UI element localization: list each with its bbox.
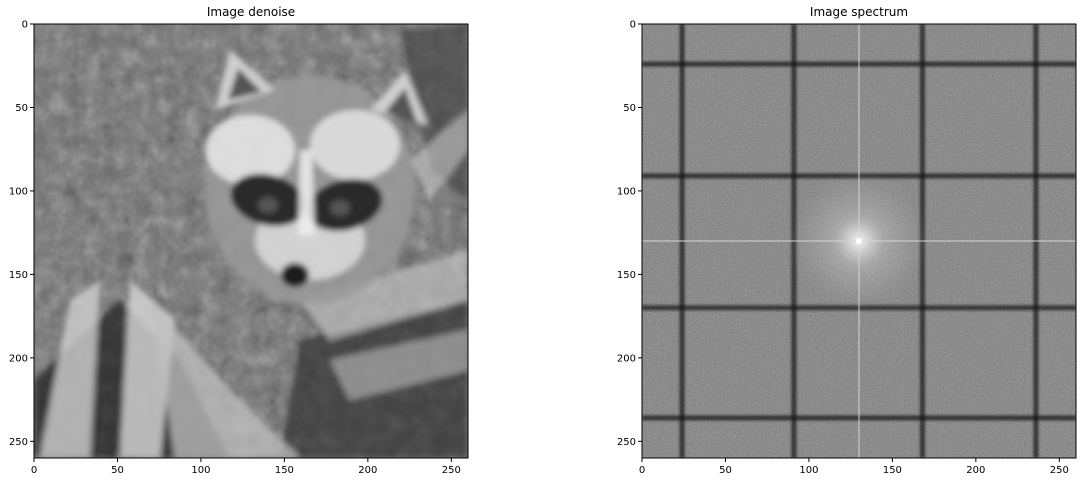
spectrum-center-peak — [856, 238, 862, 244]
spectrum-xtick-label: 200 — [966, 465, 985, 476]
spectrum-xtick-label: 0 — [639, 465, 645, 476]
spectrum-xtick-label: 150 — [883, 465, 902, 476]
denoise-xtick-label: 250 — [442, 465, 461, 476]
denoise-frame — [33, 23, 469, 459]
spectrum-ytick-label: 250 — [617, 437, 636, 448]
spectrum-ytick-label: 100 — [617, 186, 636, 197]
denoise-title: Image denoise — [207, 5, 295, 19]
spectrum-xtick-label: 250 — [1050, 465, 1069, 476]
denoise-ytick-label: 50 — [15, 103, 28, 114]
denoise-axes: 0 50 100 150 200 250 0 50 100 150 200 250 — [9, 20, 461, 477]
denoise-ytick-label: 0 — [22, 20, 28, 31]
denoise-xtick-label: 150 — [275, 465, 294, 476]
spectrum-ytick-label: 50 — [623, 103, 636, 114]
spectrum-axes: 0 50 100 150 200 250 0 50 100 150 200 250 — [617, 20, 1069, 477]
spectrum-frame — [641, 23, 1077, 459]
spectrum-title: Image spectrum — [810, 5, 908, 19]
spectrum-xtick-label: 50 — [719, 465, 732, 476]
denoise-xtick-label: 200 — [358, 465, 377, 476]
denoise-xtick-label: 50 — [111, 465, 124, 476]
spectrum-ytick-label: 200 — [617, 353, 636, 364]
denoise-ytick-label: 100 — [9, 186, 28, 197]
spectrum-xtick-label: 100 — [799, 465, 818, 476]
denoise-xtick-label: 100 — [191, 465, 210, 476]
spectrum-ytick-label: 0 — [630, 20, 636, 31]
spectrum-panel: Image spectrum 0 50 100 150 200 250 0 50 100 150 2… — [617, 5, 1077, 477]
denoise-panel: Image denoise 0 50 100 150 200 250 0 50 100 150 20… — [9, 5, 469, 477]
denoise-ytick-label: 150 — [9, 270, 28, 281]
denoise-ytick-label: 250 — [9, 437, 28, 448]
denoise-image — [34, 24, 468, 458]
spectrum-ytick-label: 150 — [617, 270, 636, 281]
spectrum-image — [642, 24, 1076, 458]
denoise-xtick-label: 0 — [31, 465, 37, 476]
denoise-ytick-label: 200 — [9, 353, 28, 364]
